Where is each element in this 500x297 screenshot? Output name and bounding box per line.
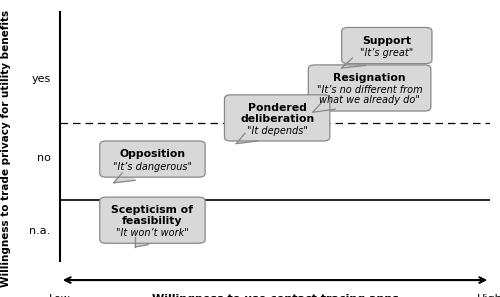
Text: Willingness to trade privacy for utility benefits: Willingness to trade privacy for utility… — [1, 10, 11, 287]
Polygon shape — [342, 58, 365, 68]
Text: Support: Support — [362, 36, 412, 45]
FancyBboxPatch shape — [342, 27, 432, 64]
Text: "It’s dangerous": "It’s dangerous" — [113, 162, 192, 171]
FancyBboxPatch shape — [100, 197, 205, 243]
Text: High: High — [477, 294, 500, 297]
Text: n.a.: n.a. — [30, 226, 50, 236]
Text: deliberation: deliberation — [240, 113, 314, 124]
Text: Low: Low — [49, 294, 71, 297]
FancyBboxPatch shape — [224, 95, 330, 141]
FancyBboxPatch shape — [308, 65, 431, 111]
Polygon shape — [114, 173, 135, 183]
Text: Willingness to use contact tracing apps: Willingness to use contact tracing apps — [152, 294, 398, 297]
Text: "It won’t work": "It won’t work" — [116, 228, 189, 238]
Text: Scepticism of: Scepticism of — [112, 205, 194, 215]
Text: "It’s no different from: "It’s no different from — [317, 85, 422, 95]
Text: Pondered: Pondered — [248, 102, 306, 113]
Polygon shape — [313, 102, 335, 112]
Text: no: no — [36, 153, 51, 163]
Text: feasibility: feasibility — [122, 216, 182, 226]
Text: "It’s great": "It’s great" — [360, 48, 414, 58]
Text: yes: yes — [32, 74, 50, 84]
Text: "It depends": "It depends" — [246, 126, 308, 136]
Text: Resignation: Resignation — [334, 73, 406, 83]
Text: what we already do": what we already do" — [319, 95, 420, 105]
Text: Opposition: Opposition — [120, 149, 186, 159]
Polygon shape — [135, 237, 148, 247]
Polygon shape — [236, 133, 258, 144]
FancyBboxPatch shape — [100, 141, 205, 177]
